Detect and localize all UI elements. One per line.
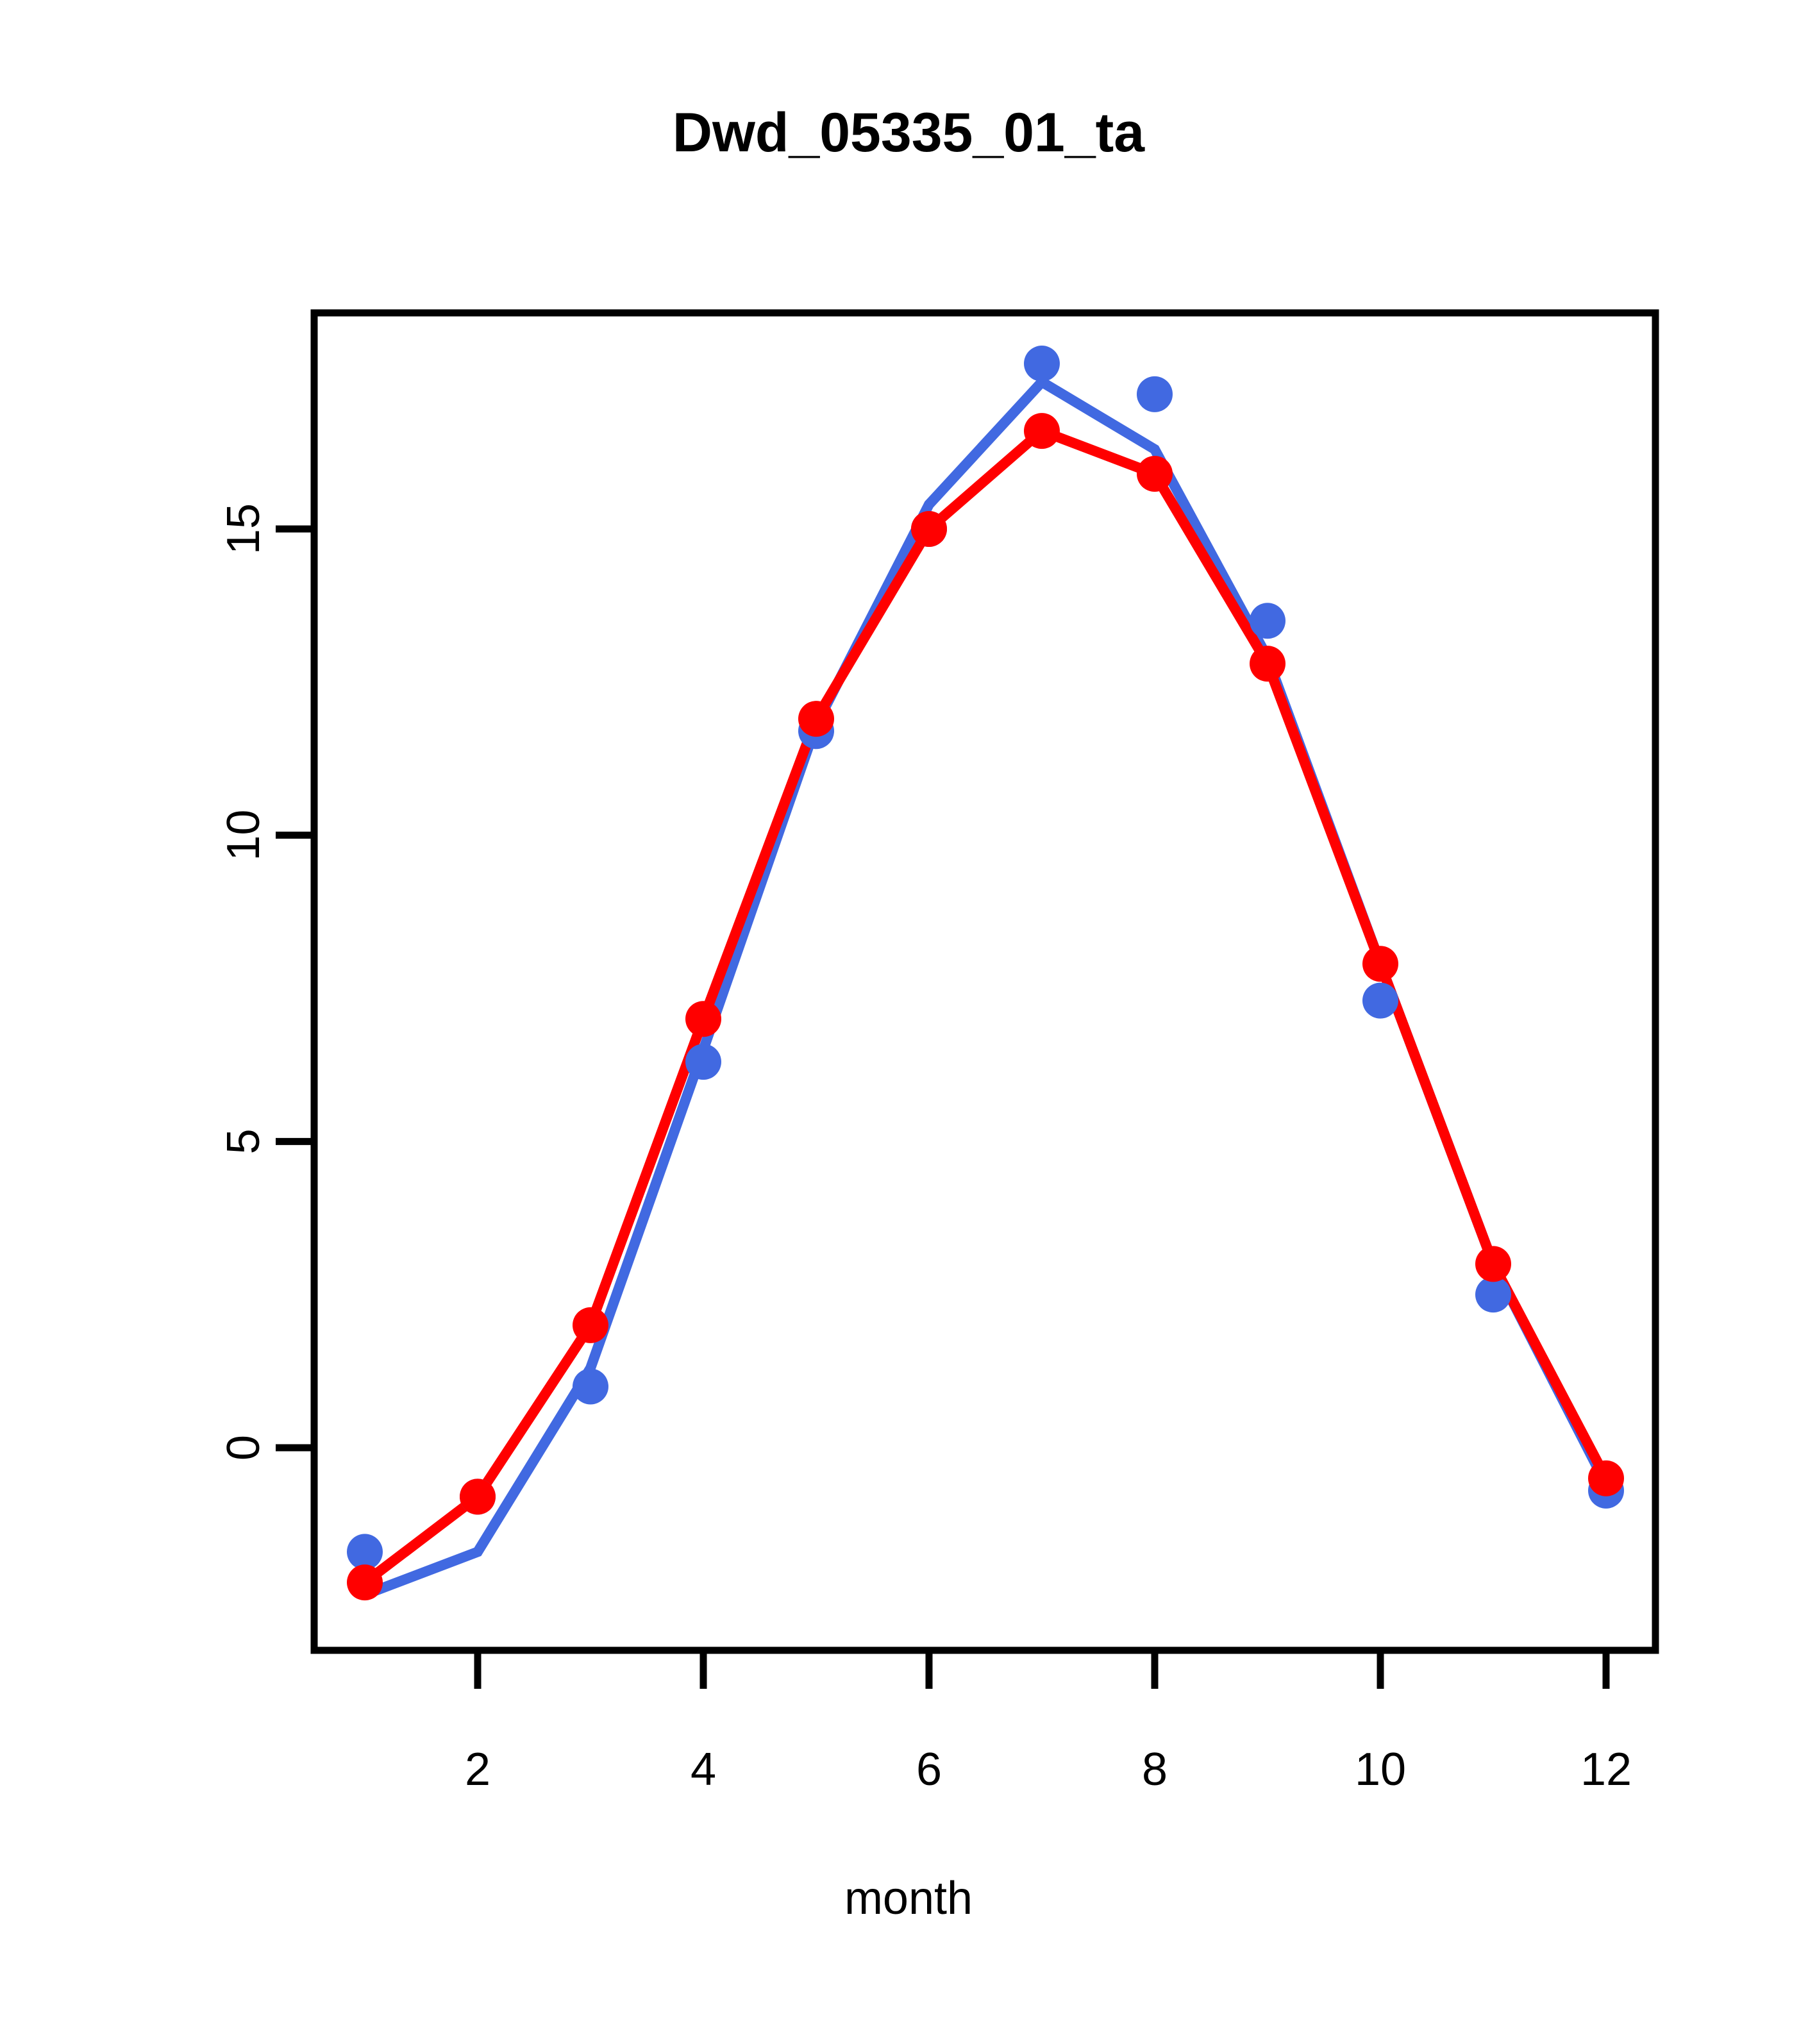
data-point <box>1024 346 1060 382</box>
x-axis-label: month <box>844 1873 973 1924</box>
data-point <box>1250 603 1285 639</box>
data-point <box>798 701 834 737</box>
data-point <box>460 1479 496 1515</box>
series-line-blue-line <box>363 375 1611 1600</box>
data-point <box>1362 946 1398 982</box>
data-point <box>573 1368 608 1405</box>
plot-box-border <box>310 309 1659 1654</box>
data-point <box>1475 1277 1511 1313</box>
x-axis-tick-labels: 2 4 6 8 10 12 <box>465 1744 1632 1795</box>
chart-title: Dwd_05335_01_ta <box>672 102 1145 163</box>
y-axis-tick-label: 0 <box>218 1435 269 1461</box>
x-axis-tick-label: 4 <box>691 1744 716 1795</box>
data-point <box>347 1564 383 1601</box>
data-point <box>1250 646 1285 682</box>
plot-frame <box>310 309 1659 1654</box>
data-point <box>1024 413 1060 449</box>
series-line-red-line <box>362 424 1611 1587</box>
data-point <box>911 511 947 547</box>
x-axis-tick-label: 6 <box>916 1744 942 1795</box>
series-layer <box>347 346 1624 1601</box>
data-point <box>347 1534 383 1570</box>
data-point <box>1362 982 1398 1019</box>
series-points-blue-points <box>347 346 1624 1570</box>
data-point <box>573 1307 608 1343</box>
y-axis-ticks <box>276 525 314 1452</box>
x-axis-tick-label: 10 <box>1355 1744 1406 1795</box>
data-point <box>685 1044 721 1080</box>
series-points-red-points <box>347 413 1624 1601</box>
y-axis-tick-label: 10 <box>218 810 269 861</box>
y-axis-tick-label: 5 <box>218 1128 269 1154</box>
y-axis-tick-labels: 0 5 10 15 <box>218 503 269 1461</box>
x-axis-tick-label: 2 <box>465 1744 490 1795</box>
x-axis-ticks <box>474 1650 1610 1689</box>
y-axis-tick-label: 15 <box>218 503 269 555</box>
x-axis-tick-label: 12 <box>1580 1744 1632 1795</box>
x-axis-tick-label: 8 <box>1142 1744 1168 1795</box>
data-point <box>1137 456 1173 492</box>
data-point <box>1588 1460 1624 1496</box>
data-point <box>1475 1246 1511 1282</box>
data-point <box>1137 376 1173 412</box>
data-point <box>685 1001 721 1037</box>
